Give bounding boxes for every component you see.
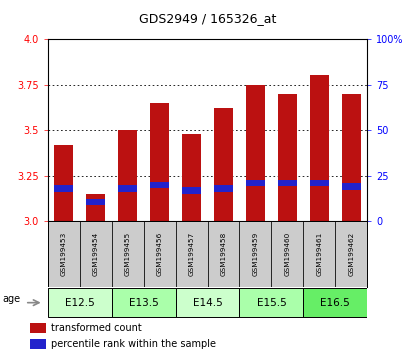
- Text: E16.5: E16.5: [320, 298, 350, 308]
- Text: GSM199462: GSM199462: [348, 232, 354, 276]
- Text: E13.5: E13.5: [129, 298, 159, 308]
- Text: transformed count: transformed count: [51, 323, 142, 333]
- Bar: [150, 103, 169, 221]
- Bar: [54, 145, 73, 221]
- Bar: [214, 108, 233, 221]
- Bar: [246, 180, 265, 186]
- Bar: [271, 221, 303, 287]
- Bar: [182, 134, 201, 221]
- Bar: [86, 194, 105, 221]
- Bar: [176, 221, 208, 287]
- Text: age: age: [2, 294, 20, 304]
- Text: GSM199458: GSM199458: [220, 232, 227, 276]
- Text: GSM199453: GSM199453: [61, 232, 67, 276]
- Bar: [342, 93, 361, 221]
- Bar: [278, 93, 297, 221]
- Bar: [303, 221, 335, 287]
- Bar: [86, 199, 105, 205]
- Bar: [239, 221, 271, 287]
- Bar: [112, 221, 144, 287]
- Text: GSM199455: GSM199455: [124, 232, 131, 276]
- Bar: [335, 221, 367, 287]
- Bar: [54, 185, 73, 192]
- Bar: [118, 185, 137, 192]
- Bar: [182, 187, 201, 194]
- Bar: [112, 288, 176, 317]
- Bar: [278, 180, 297, 186]
- Bar: [30, 339, 46, 349]
- Text: GSM199456: GSM199456: [156, 232, 163, 276]
- Bar: [342, 183, 361, 190]
- Text: E15.5: E15.5: [256, 298, 286, 308]
- Bar: [48, 221, 80, 287]
- Bar: [144, 221, 176, 287]
- Bar: [150, 182, 169, 188]
- Bar: [118, 130, 137, 221]
- Bar: [310, 180, 329, 186]
- Text: GDS2949 / 165326_at: GDS2949 / 165326_at: [139, 12, 276, 25]
- Bar: [30, 323, 46, 333]
- Text: GSM199461: GSM199461: [316, 232, 322, 276]
- Bar: [208, 221, 239, 287]
- Bar: [239, 288, 303, 317]
- Bar: [48, 288, 112, 317]
- Text: GSM199457: GSM199457: [188, 232, 195, 276]
- Bar: [176, 288, 239, 317]
- Bar: [214, 185, 233, 192]
- Text: GSM199460: GSM199460: [284, 232, 290, 276]
- Text: GSM199454: GSM199454: [93, 232, 99, 276]
- Text: GSM199459: GSM199459: [252, 232, 259, 276]
- Text: percentile rank within the sample: percentile rank within the sample: [51, 339, 216, 349]
- Text: E14.5: E14.5: [193, 298, 222, 308]
- Text: E12.5: E12.5: [65, 298, 95, 308]
- Bar: [310, 75, 329, 221]
- Bar: [80, 221, 112, 287]
- Bar: [246, 85, 265, 221]
- Bar: [303, 288, 367, 317]
